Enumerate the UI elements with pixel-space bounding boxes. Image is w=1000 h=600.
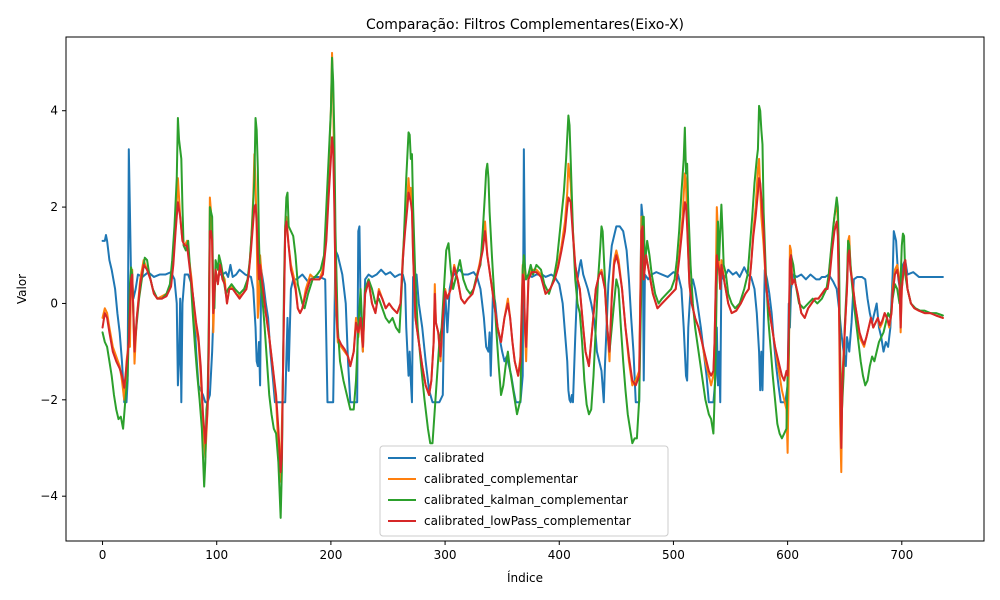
legend: calibrated calibrated_complementarcalibra… <box>379 445 669 537</box>
x-tick-label: 500 <box>662 548 685 562</box>
legend-label: calibrated <box>424 451 484 465</box>
series-line-calibrated_lowPass_complementar <box>101 136 944 474</box>
y-axis-label: Valor <box>15 274 29 304</box>
y-tick-label: 2 <box>50 200 58 214</box>
x-tick-label: 100 <box>205 548 228 562</box>
x-tick-label: 300 <box>434 548 457 562</box>
x-axis-label: Índice <box>507 570 543 585</box>
chart-title: Comparação: Filtros Complementares(Eixo-… <box>366 17 684 33</box>
x-tick-label: 200 <box>319 548 342 562</box>
y-axis: −4 −2 0 2 4 <box>40 104 66 503</box>
y-tick-label: −2 <box>40 393 58 407</box>
x-axis: 0 100 200 300 400 500 600 700 <box>99 541 913 562</box>
x-tick-label: 600 <box>776 548 799 562</box>
y-tick-label: 0 <box>50 296 58 310</box>
legend-label: calibrated_complementar <box>424 472 578 486</box>
legend-box <box>379 445 669 537</box>
y-tick-label: 4 <box>50 104 58 118</box>
x-tick-label: 400 <box>548 548 571 562</box>
x-tick-label: 700 <box>890 548 913 562</box>
legend-label: calibrated_lowPass_complementar <box>424 514 631 528</box>
legend-label: calibrated_kalman_complementar <box>424 493 628 507</box>
y-tick-label: −4 <box>40 489 58 503</box>
x-tick-label: 0 <box>99 548 107 562</box>
plot-frame <box>65 36 985 542</box>
series-layer <box>101 51 944 519</box>
